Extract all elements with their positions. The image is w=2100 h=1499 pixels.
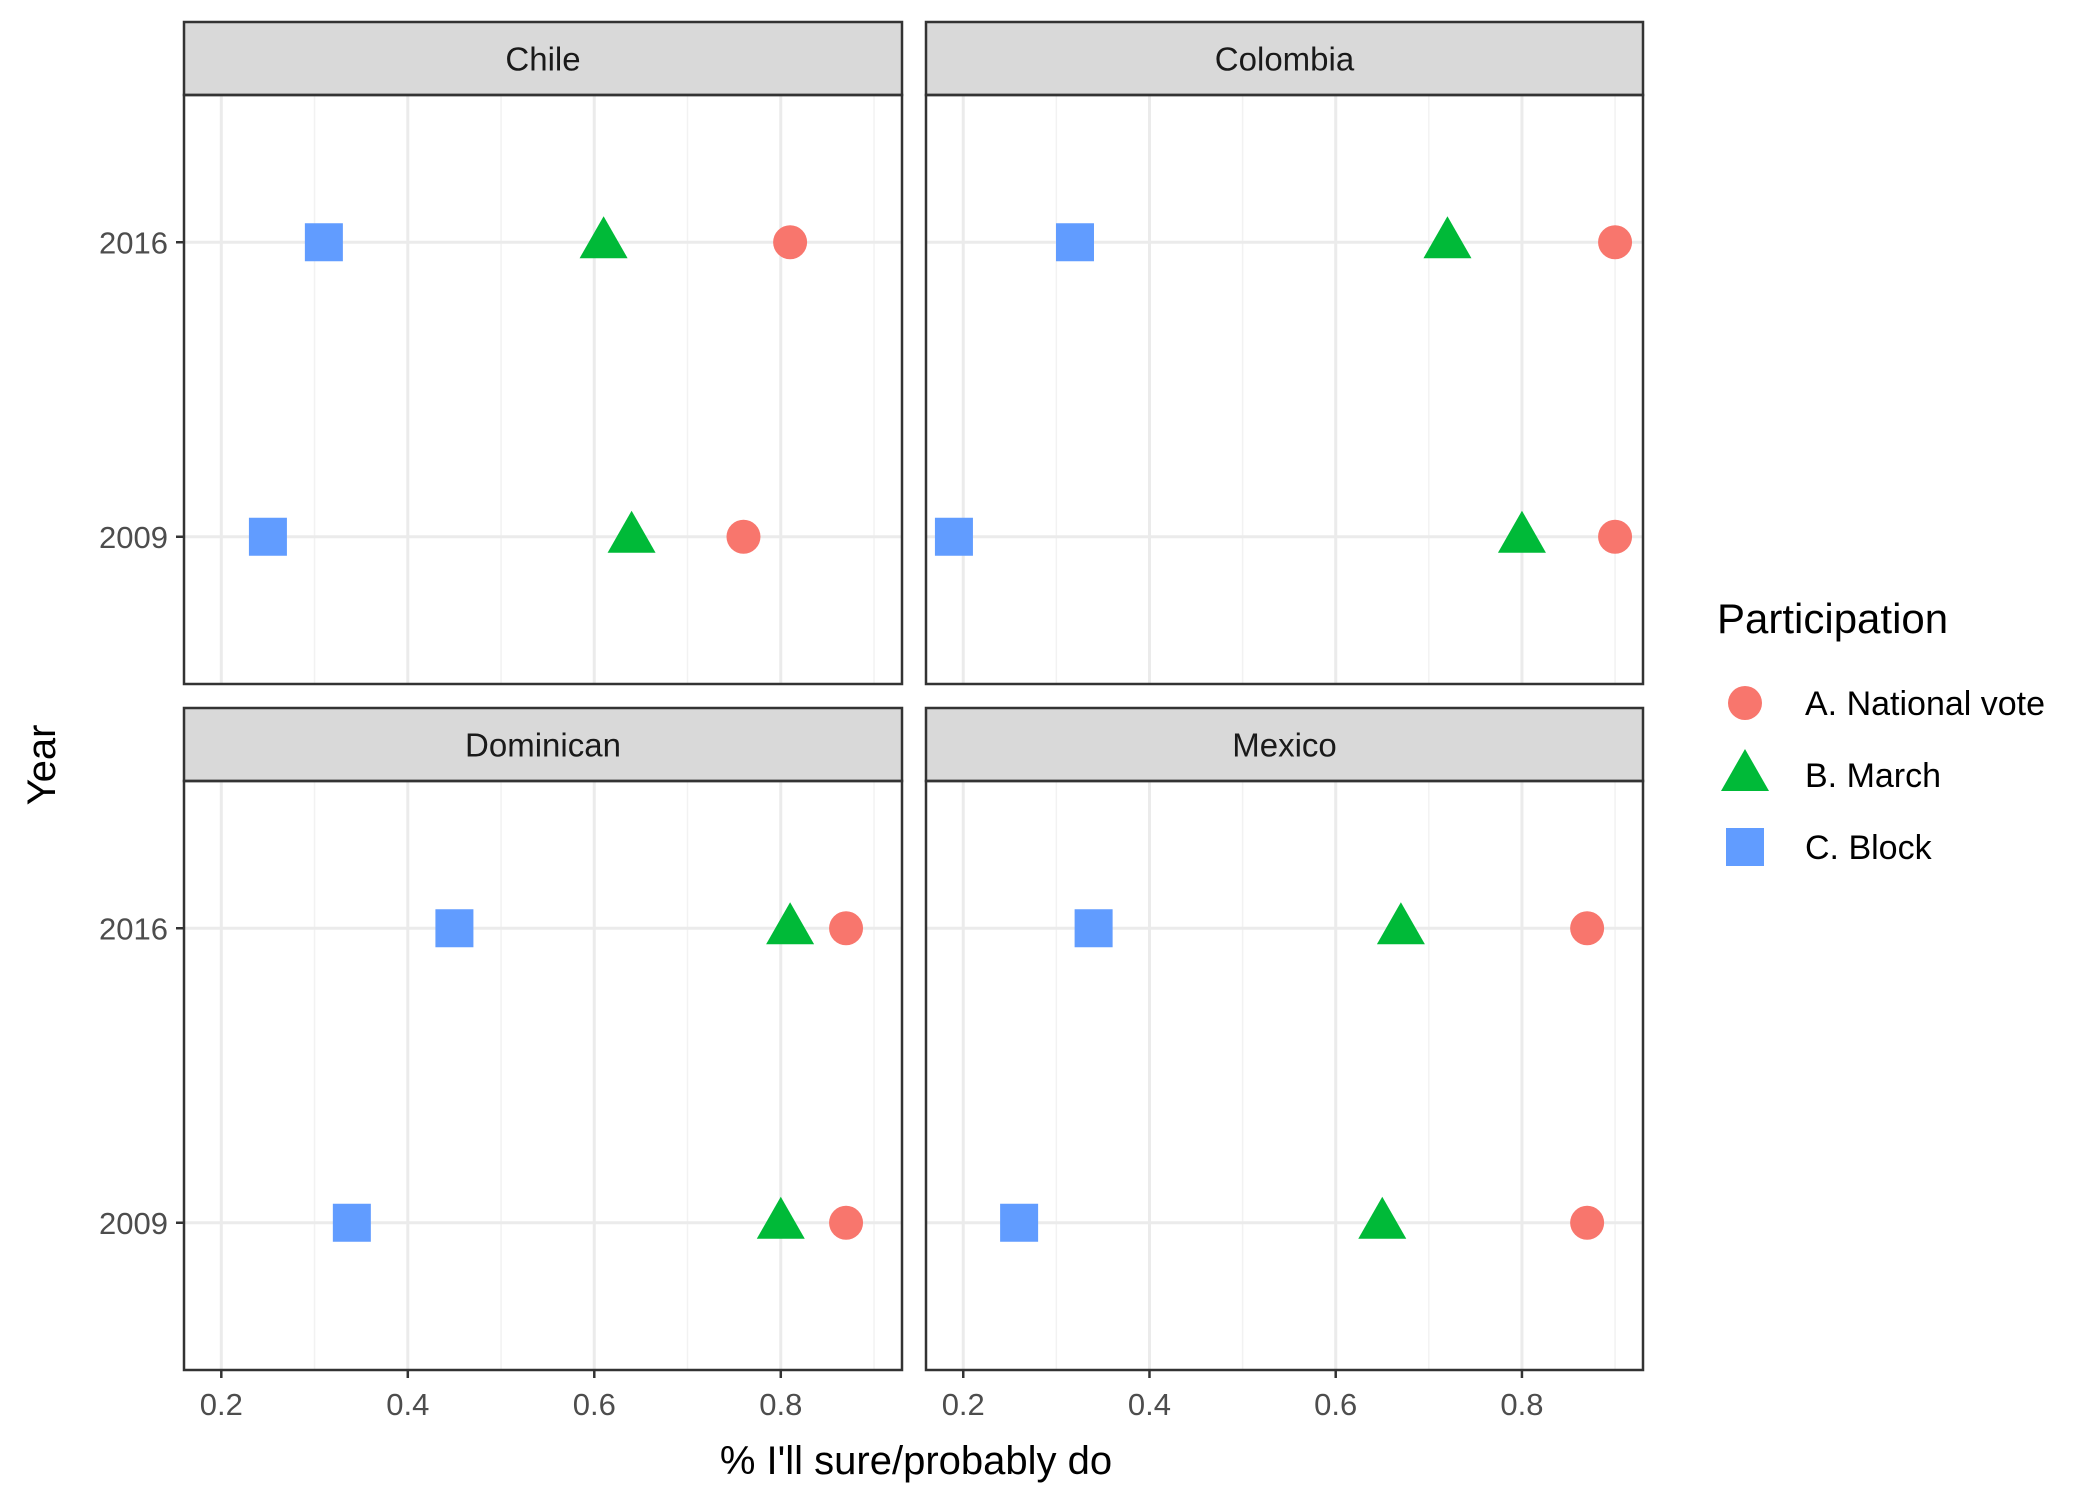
x-axis-title: % I'll sure/probably do [720, 1439, 1112, 1483]
strip-label: Chile [505, 41, 580, 78]
point-c-block-2016 [1055, 223, 1094, 262]
y-tick-label: 2016 [99, 225, 168, 260]
strip-background [924, 706, 1645, 783]
point-a-national-vote-2009 [726, 519, 761, 554]
strip-label: Dominican [465, 727, 621, 764]
point-c-block-2016 [1074, 909, 1113, 948]
point-c-block-2009 [248, 517, 287, 556]
y-axis-title: Year [20, 725, 64, 806]
y-tick-label: 2016 [99, 911, 168, 946]
facet-colombia: Colombia [924, 20, 1645, 686]
y-tick-label: 2009 [99, 520, 168, 555]
legend: Participation A. National vote B. March C.… [1717, 595, 2045, 867]
point-c-block-2009 [1000, 1203, 1039, 1242]
panel-border [924, 779, 1645, 1372]
point-b-march-2009 [607, 510, 656, 553]
panel-background [184, 95, 902, 684]
legend-key-triangle [1721, 748, 1769, 791]
strip-background [182, 20, 904, 97]
legend-entry-c-block: C. Block [1726, 828, 1933, 867]
point-a-national-vote-2009 [1570, 1205, 1605, 1240]
point-b-march-2009 [1497, 510, 1546, 553]
x-tick-label: 0.2 [942, 1387, 985, 1422]
point-a-national-vote-2009 [829, 1205, 864, 1240]
strip-background [924, 20, 1645, 97]
x-tick-label: 0.6 [573, 1387, 616, 1422]
legend-label: C. Block [1805, 829, 1933, 867]
point-a-national-vote-2009 [1598, 519, 1633, 554]
point-b-march-2009 [756, 1196, 805, 1239]
point-b-march-2016 [766, 902, 815, 945]
y-tick-label: 2009 [99, 1206, 168, 1241]
panel-background [926, 781, 1643, 1370]
facet-chile: Chile 2016 2009 [99, 20, 904, 686]
x-tick-label: 0.4 [386, 1387, 429, 1422]
strip-background [182, 706, 904, 783]
x-tick-label: 0.8 [1500, 1387, 1543, 1422]
point-b-march-2016 [1423, 216, 1472, 259]
point-c-block-2009 [934, 517, 973, 556]
panel-border [182, 93, 904, 686]
legend-entry-a-national-vote: A. National vote [1728, 685, 2045, 723]
legend-key-circle [1728, 686, 1762, 720]
legend-entry-b-march: B. March [1721, 748, 1941, 795]
point-a-national-vote-2016 [773, 225, 808, 260]
point-c-block-2016 [435, 909, 474, 948]
facet-mexico: Mexico 0.2 0.4 0.6 0.8 [924, 706, 1645, 1422]
x-tick-label: 0.2 [200, 1387, 243, 1422]
point-a-national-vote-2016 [1570, 911, 1605, 946]
facet-dominican: Dominican 2016 2009 0.2 0.4 0.6 0.8 [99, 706, 904, 1422]
x-tick-label: 0.4 [1128, 1387, 1171, 1422]
legend-label: B. March [1805, 757, 1941, 795]
panel-border [182, 779, 904, 1372]
legend-title: Participation [1717, 595, 1948, 642]
point-a-national-vote-2016 [1598, 225, 1633, 260]
point-c-block-2009 [332, 1203, 371, 1242]
point-b-march-2016 [1376, 902, 1425, 945]
strip-label: Colombia [1215, 41, 1355, 78]
legend-key-square [1726, 828, 1764, 866]
point-c-block-2016 [304, 223, 343, 262]
panel-background [926, 95, 1643, 684]
strip-label: Mexico [1232, 727, 1337, 764]
point-a-national-vote-2016 [829, 911, 864, 946]
point-b-march-2009 [1358, 1196, 1407, 1239]
facet-panels: Chile 2016 2009 Colombia Dominican 2016 2009 0.… [99, 20, 1645, 1422]
panel-border [924, 93, 1645, 686]
legend-label: A. National vote [1805, 685, 2045, 723]
panel-background [184, 781, 902, 1370]
x-tick-label: 0.6 [1314, 1387, 1357, 1422]
x-tick-label: 0.8 [759, 1387, 802, 1422]
point-b-march-2016 [579, 216, 628, 259]
